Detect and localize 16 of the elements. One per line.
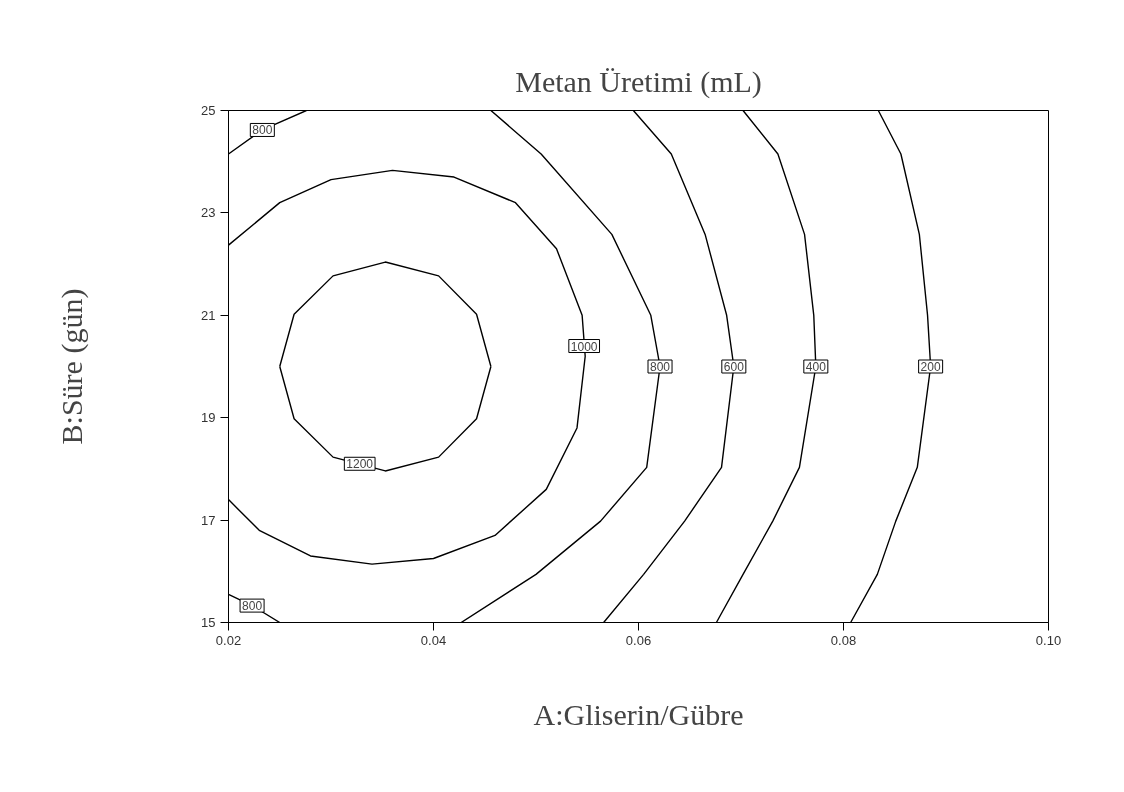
x-tick-label: 0.08: [830, 632, 857, 648]
y-tick-label: 23: [201, 205, 216, 221]
y-tick-label: 19: [201, 410, 216, 426]
y-tick-label: 21: [201, 307, 216, 323]
y-axis-title: B:Süre (gün): [55, 288, 90, 445]
annotation: 1000: [570, 339, 598, 354]
x-axis-title: A:Gliserin/Gübre: [533, 697, 744, 731]
x-tick-label: 0.04: [420, 632, 447, 648]
chart-title: Metan Üretimi (mL): [515, 65, 762, 99]
x-tick-label: 0.02: [215, 632, 242, 648]
annotation: 1200: [346, 457, 374, 472]
x-tick-label: 0.06: [625, 632, 652, 648]
y-tick-label: 15: [201, 615, 216, 630]
y-tick-label: 25: [201, 103, 216, 118]
x-tick-label: 0.10: [1035, 632, 1062, 648]
y-tick-label: 17: [201, 512, 216, 528]
